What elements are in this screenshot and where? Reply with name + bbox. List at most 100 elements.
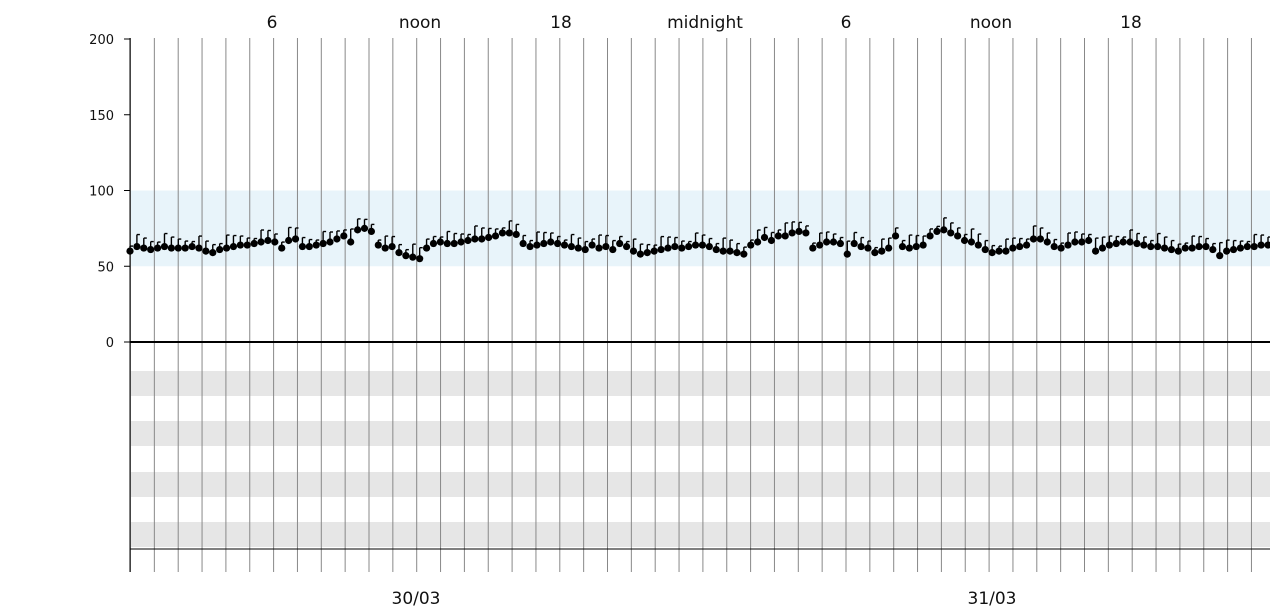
data-point xyxy=(871,249,879,257)
date-label: 30/03 xyxy=(392,589,441,607)
data-point xyxy=(1257,241,1265,249)
data-point xyxy=(954,232,962,240)
data-point xyxy=(1078,238,1086,246)
data-point xyxy=(981,245,989,254)
data-point xyxy=(153,244,162,252)
data-point xyxy=(312,241,320,249)
data-point xyxy=(416,255,424,263)
data-point xyxy=(1181,244,1189,252)
data-point xyxy=(719,247,727,255)
data-point xyxy=(340,232,348,240)
data-point xyxy=(1229,245,1238,254)
data-point xyxy=(374,241,382,249)
data-point xyxy=(616,239,624,248)
data-point xyxy=(498,229,507,237)
data-point xyxy=(1160,244,1169,252)
data-point xyxy=(698,241,707,249)
data-point xyxy=(995,247,1003,255)
data-point xyxy=(1023,241,1031,249)
data-point xyxy=(271,238,279,246)
data-point xyxy=(912,242,920,251)
data-point xyxy=(409,253,417,261)
axes xyxy=(129,38,1270,572)
data-point xyxy=(195,244,203,252)
data-point xyxy=(540,239,548,248)
data-point xyxy=(1016,242,1024,251)
data-point xyxy=(505,229,513,237)
data-point xyxy=(643,249,651,257)
data-point xyxy=(381,244,389,252)
data-point xyxy=(388,242,396,251)
data-point xyxy=(1112,239,1120,248)
top-axis-label: 6 xyxy=(841,13,852,33)
data-point xyxy=(1223,247,1231,255)
data-point xyxy=(126,247,134,255)
data-point xyxy=(926,232,934,240)
data-point xyxy=(767,236,776,245)
data-point xyxy=(533,241,541,249)
data-point xyxy=(147,245,155,254)
data-point xyxy=(305,242,313,251)
top-axis-label: noon xyxy=(399,13,441,33)
data-point xyxy=(181,244,189,252)
data-point xyxy=(471,235,479,243)
data-point xyxy=(1188,244,1196,252)
data-point xyxy=(319,239,327,248)
data-point xyxy=(691,241,700,249)
data-point xyxy=(1098,244,1107,252)
data-point xyxy=(816,241,824,249)
data-point xyxy=(512,230,520,239)
data-point xyxy=(491,232,500,240)
data-point xyxy=(726,247,734,255)
data-point xyxy=(298,242,307,251)
data-point xyxy=(547,238,555,246)
data-point xyxy=(864,244,872,252)
data-point xyxy=(609,245,617,254)
y-tick-label: 0 xyxy=(106,336,114,351)
data-point xyxy=(843,250,851,258)
lower-band-3 xyxy=(130,472,1270,497)
data-point xyxy=(360,224,369,232)
data-point xyxy=(1147,242,1155,251)
data-point xyxy=(1071,238,1079,246)
data-point xyxy=(1243,242,1251,251)
data-point xyxy=(574,244,582,252)
data-point xyxy=(1154,242,1162,251)
data-point xyxy=(402,252,410,260)
data-point xyxy=(216,245,224,254)
data-point xyxy=(1264,241,1270,249)
data-point xyxy=(809,244,817,252)
data-point xyxy=(367,227,375,236)
data-point xyxy=(940,226,948,234)
y-tick-label: 50 xyxy=(97,260,114,275)
data-point xyxy=(1236,244,1245,252)
y-tick-label: 100 xyxy=(89,185,114,200)
data-point xyxy=(1091,247,1100,255)
data-point xyxy=(222,244,231,252)
data-point xyxy=(1085,236,1093,245)
data-point xyxy=(1167,245,1176,254)
data-point xyxy=(933,227,941,236)
data-point xyxy=(167,244,175,252)
data-point xyxy=(588,241,596,249)
data-point xyxy=(650,247,658,255)
data-point xyxy=(333,235,341,243)
data-series xyxy=(126,217,1270,263)
data-point xyxy=(174,244,182,252)
data-point xyxy=(822,238,831,246)
data-point xyxy=(450,239,458,248)
y-tick-label: 150 xyxy=(89,109,114,124)
data-point xyxy=(857,242,865,251)
data-point xyxy=(671,242,679,251)
data-point xyxy=(850,239,858,248)
data-point xyxy=(974,241,982,249)
data-point xyxy=(436,238,444,246)
data-point xyxy=(1043,238,1051,246)
data-point xyxy=(622,242,631,251)
top-axis-label: noon xyxy=(970,13,1012,33)
data-point xyxy=(898,242,907,251)
lower-band-4 xyxy=(130,522,1270,547)
data-point xyxy=(188,242,196,251)
data-point xyxy=(919,241,927,249)
data-point xyxy=(567,242,576,251)
